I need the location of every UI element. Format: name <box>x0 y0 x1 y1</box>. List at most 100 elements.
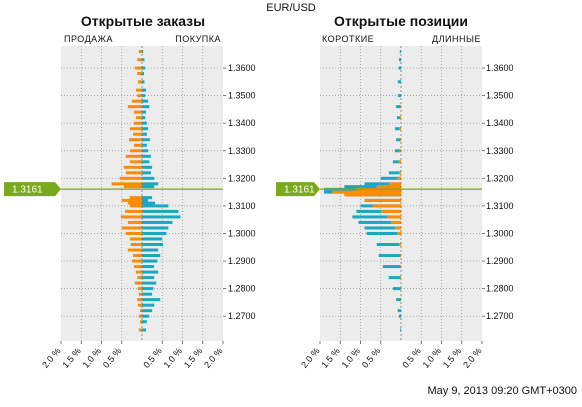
bar-left <box>129 149 142 153</box>
bar-left <box>137 58 142 62</box>
bar-right <box>142 99 149 103</box>
bar-right <box>356 209 401 213</box>
bar-left <box>138 50 142 54</box>
bar-right <box>142 138 151 142</box>
bar-right <box>400 328 401 332</box>
x-tick-label: 1.5 % <box>182 346 204 370</box>
bar-left <box>134 281 142 285</box>
panel-orders-left-label: ПРОДАЖА <box>64 34 113 44</box>
bar-right <box>394 149 401 153</box>
bar-right <box>142 121 147 125</box>
bar-left <box>133 254 142 258</box>
bar-left <box>133 121 142 125</box>
x-tick-label: 1.0 % <box>340 346 362 370</box>
bar-left <box>380 209 401 213</box>
y-tick-label: 1.3100 <box>228 201 256 211</box>
bar-right <box>142 298 161 302</box>
y-tick-label: 1.3600 <box>228 63 256 73</box>
bar-right <box>142 287 154 291</box>
bar-left <box>133 265 142 269</box>
bar-right <box>398 314 401 318</box>
bar-left <box>394 226 401 230</box>
bar-left <box>129 160 142 164</box>
bar-left <box>131 99 142 103</box>
bar-left <box>125 154 142 158</box>
chart-main-title: EUR/USD <box>266 2 316 14</box>
bar-left <box>124 209 142 213</box>
bar-right <box>352 215 401 219</box>
bar-right <box>142 116 146 120</box>
bar-left <box>396 231 401 235</box>
panel-positions-title: Открытые позиции <box>334 13 468 29</box>
bar-right <box>142 237 163 241</box>
bar-left <box>364 198 401 202</box>
bar-right <box>142 276 155 280</box>
bar-left <box>129 127 142 131</box>
bar-right <box>142 154 151 158</box>
bar-right <box>344 185 401 189</box>
panel-orders-right-label: ПОКУПКА <box>175 34 221 44</box>
bar-left <box>129 237 142 241</box>
bar-right <box>398 58 401 62</box>
bar-right <box>396 105 401 109</box>
bar-left <box>398 127 401 131</box>
bar-left <box>127 248 142 252</box>
x-tick-label: 1.0 % <box>81 346 103 370</box>
bar-left <box>386 215 401 219</box>
bar-right <box>392 287 401 291</box>
bar-right <box>142 314 150 318</box>
bar-right <box>142 265 155 269</box>
bar-left <box>138 292 142 296</box>
bar-right <box>142 231 167 235</box>
bar-left <box>139 309 142 313</box>
current-price-flag-label: 1.3161 <box>284 185 315 196</box>
x-tick-label: 0.5 % <box>360 346 382 370</box>
bar-left <box>400 105 401 109</box>
bar-left <box>129 138 142 142</box>
bar-left <box>138 328 142 332</box>
y-tick-label: 1.2700 <box>486 311 514 321</box>
current-price-markers: 1.3161 1.3161 <box>4 182 320 197</box>
bar-left <box>133 110 142 114</box>
bar-right <box>142 165 153 169</box>
bar-left <box>372 204 401 208</box>
bar-right <box>142 226 169 230</box>
x-tick-label: 2.0 % <box>299 346 321 370</box>
bar-right <box>398 66 401 70</box>
bar-left <box>390 220 401 224</box>
x-tick-label: 2.0 % <box>461 346 483 370</box>
bar-left <box>123 165 142 169</box>
bar-right <box>142 182 159 186</box>
bar-right <box>142 198 149 202</box>
bar-left <box>399 116 401 120</box>
bar-right <box>394 127 401 131</box>
bar-left <box>129 196 142 200</box>
bar-right <box>396 298 401 302</box>
bar-right <box>142 50 144 54</box>
y-tick-label: 1.3300 <box>228 146 256 156</box>
bar-right <box>396 116 401 120</box>
y-tick-label: 1.3300 <box>486 146 514 156</box>
panel-positions-left-label: КОРОТКИЕ <box>322 34 374 44</box>
bar-right <box>397 80 401 84</box>
bar-left <box>137 298 142 302</box>
bar-left <box>137 72 142 76</box>
bar-left <box>376 185 401 189</box>
bar-right <box>142 320 147 324</box>
bar-right <box>142 243 164 247</box>
panel-open-positions: 1.3600 1.3500 1.3400 1.3300 1.3200 1.3100 1.30… <box>299 46 514 370</box>
bar-left <box>127 220 142 224</box>
bar-right <box>397 309 401 313</box>
bar-left <box>137 287 142 291</box>
bar-right <box>142 143 147 147</box>
bar-left <box>138 314 142 318</box>
bar-right <box>364 182 401 186</box>
x-tick-label: 1.5 % <box>441 346 463 370</box>
y-tick-label: 1.2800 <box>228 284 256 294</box>
x-tick-label: 2.0 % <box>40 346 62 370</box>
bar-right <box>142 105 150 109</box>
bar-left <box>400 265 401 269</box>
bar-right <box>142 58 145 62</box>
y-tick-label: 1.2700 <box>228 311 256 321</box>
